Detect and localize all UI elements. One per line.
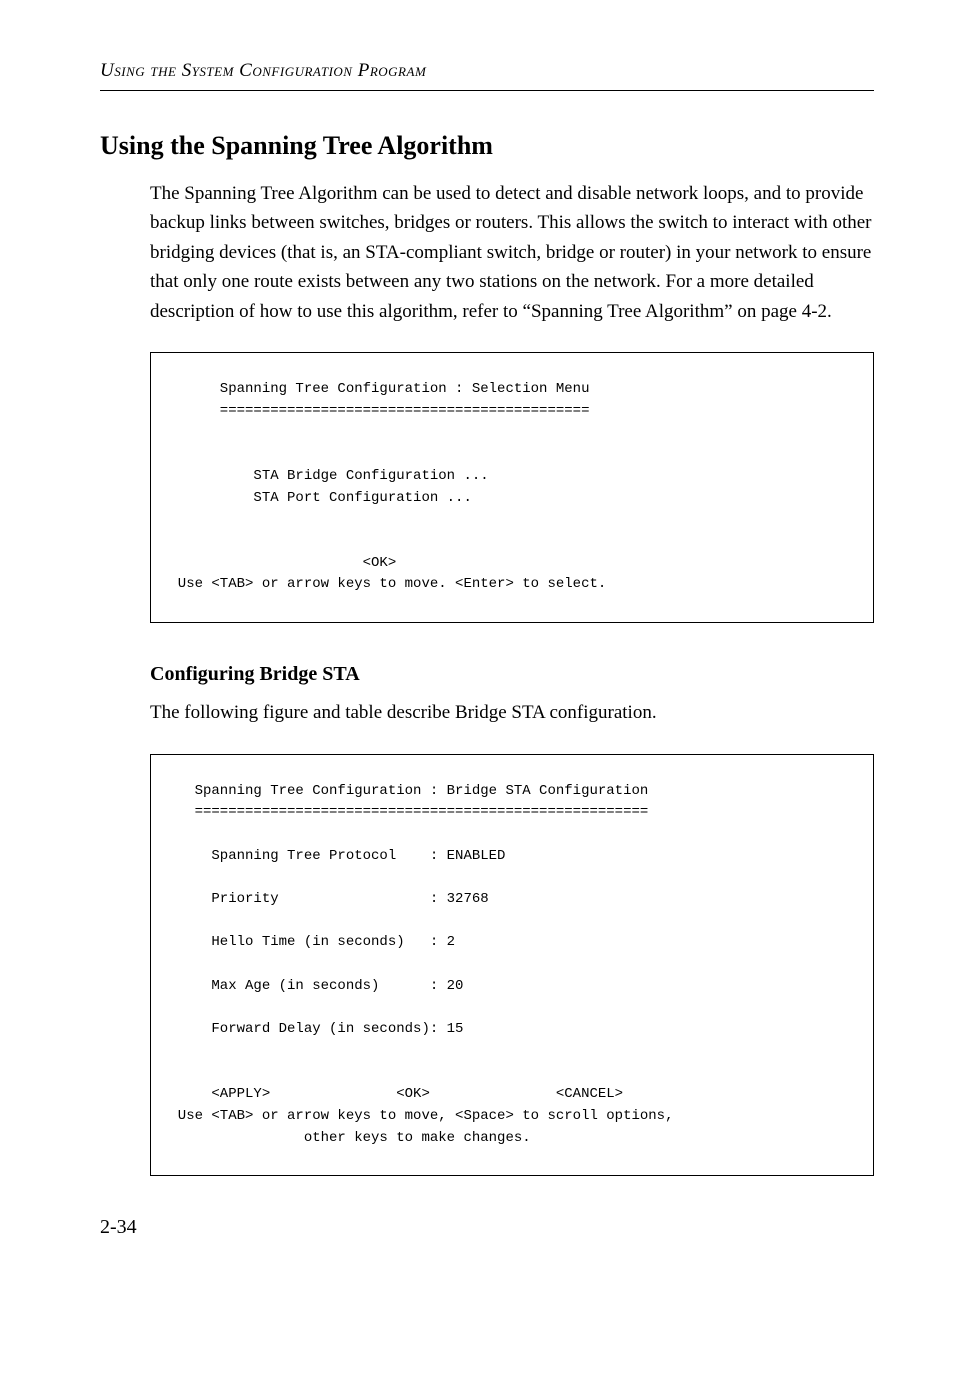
term2-forward: Forward Delay (in seconds): 15 xyxy=(161,1021,463,1037)
terminal-bridge-config: Spanning Tree Configuration : Bridge STA… xyxy=(150,754,874,1177)
intro-paragraph: The Spanning Tree Algorithm can be used … xyxy=(150,179,874,326)
term1-item-bridge: STA Bridge Configuration ... xyxy=(161,468,489,484)
term2-buttons: <APPLY> <OK> <CANCEL> xyxy=(161,1086,623,1102)
term1-item-port: STA Port Configuration ... xyxy=(161,490,472,506)
term2-rule: ========================================… xyxy=(161,804,648,820)
terminal-selection-menu: Spanning Tree Configuration : Selection … xyxy=(150,352,874,623)
term2-hint1: Use <TAB> or arrow keys to move, <Space>… xyxy=(161,1108,673,1124)
term2-hello: Hello Time (in seconds) : 2 xyxy=(161,934,455,950)
sub-paragraph: The following figure and table describe … xyxy=(150,698,874,727)
page-number: 2-34 xyxy=(100,1216,874,1239)
term2-title: Spanning Tree Configuration : Bridge STA… xyxy=(161,783,648,799)
header-rule xyxy=(100,90,874,91)
term1-hint: Use <TAB> or arrow keys to move. <Enter>… xyxy=(161,576,606,592)
term1-ok-button: <OK> xyxy=(161,555,396,571)
running-header: Using the System Configuration Program xyxy=(100,60,874,82)
term2-protocol: Spanning Tree Protocol : ENABLED xyxy=(161,848,505,864)
term1-title: Spanning Tree Configuration : Selection … xyxy=(161,381,589,397)
subsection-heading: Configuring Bridge STA xyxy=(150,663,874,686)
term2-priority: Priority : 32768 xyxy=(161,891,489,907)
term2-maxage: Max Age (in seconds) : 20 xyxy=(161,978,463,994)
term1-rule: ========================================… xyxy=(161,403,589,419)
term2-hint2: other keys to make changes. xyxy=(161,1130,531,1146)
section-heading: Using the Spanning Tree Algorithm xyxy=(100,131,874,161)
